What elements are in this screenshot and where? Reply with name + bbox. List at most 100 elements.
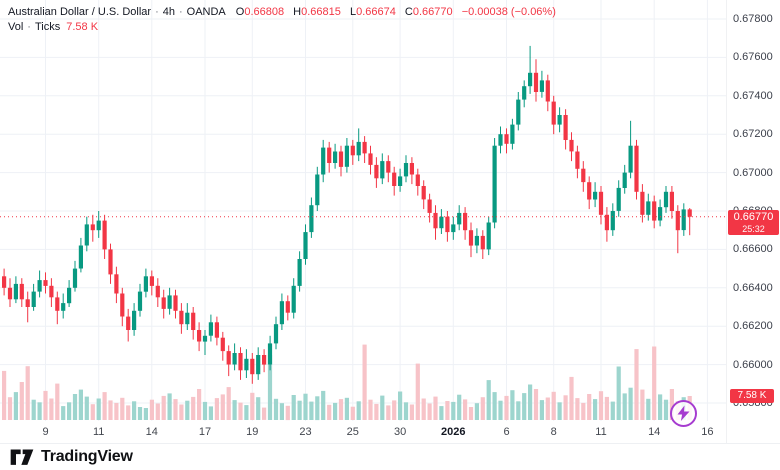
candle-body — [197, 330, 202, 342]
candle-body — [510, 124, 515, 144]
candle-body — [439, 216, 444, 229]
ohlc-values: O0.66808 H0.66815 L0.66674 C0.66770 −0.0… — [236, 5, 556, 20]
candle-body — [43, 280, 48, 286]
volume-bar — [244, 405, 249, 420]
candle-body — [161, 297, 166, 309]
candle-body — [78, 245, 83, 269]
candle-body — [132, 310, 137, 330]
volume-bar — [545, 397, 550, 420]
candle-body — [291, 285, 296, 313]
volume-source: Ticks — [34, 21, 61, 33]
interval-value[interactable]: 4h — [162, 6, 175, 18]
candle-body — [338, 151, 344, 167]
candle-body — [114, 274, 119, 294]
time-axis[interactable]: 9 11 14 17 19 23 25 30 2026 6 8 11 14 16 — [0, 421, 726, 443]
candle-body — [149, 276, 154, 286]
volume-bar — [120, 397, 125, 420]
candle-body — [179, 310, 184, 325]
exchange-name[interactable]: OANDA — [186, 6, 226, 18]
volume-bar — [19, 382, 24, 420]
tradingview-logo-icon[interactable] — [10, 448, 34, 467]
volume-bar — [55, 383, 60, 420]
volume-bar — [663, 399, 669, 420]
candle-body — [622, 172, 627, 188]
volume-bar — [480, 397, 485, 420]
volume-bar — [658, 394, 663, 420]
candle-body — [214, 322, 219, 338]
candle-body — [593, 191, 598, 200]
last-price-badge[interactable]: 0.66770 25:32 — [728, 209, 779, 235]
price-chart-canvas[interactable] — [0, 0, 726, 421]
candle-body — [687, 209, 692, 217]
volume-bar — [2, 370, 7, 420]
volume-bar — [214, 398, 219, 420]
lightning-button[interactable] — [670, 400, 697, 427]
candle-body — [628, 145, 633, 173]
symbol-name[interactable]: Australian Dollar / U.S. Dollar — [8, 6, 152, 18]
price-tick-label: 0.67200 — [733, 128, 773, 141]
volume-bar — [232, 400, 237, 420]
volume-bar — [604, 396, 609, 420]
time-tick-label: 8 — [550, 426, 557, 438]
price-axis[interactable]: 0.66770 25:32 7.58 K 0.67800 0.67600 0.674… — [726, 0, 780, 443]
tradingview-wordmark[interactable]: TradingView — [41, 448, 133, 465]
time-tick-label: 6 — [503, 426, 510, 438]
candle-body — [55, 297, 60, 311]
candle-body — [7, 287, 13, 300]
volume-bar — [238, 402, 243, 420]
price-tick-label: 0.67000 — [733, 166, 773, 179]
time-tick-label: 19 — [246, 426, 259, 438]
candle-body — [640, 191, 645, 215]
candle-body — [539, 80, 544, 92]
candle-body — [256, 355, 261, 375]
volume-bar — [315, 396, 320, 421]
volume-bar — [610, 401, 615, 420]
volume-bar — [398, 391, 403, 420]
candle-body — [238, 353, 243, 371]
volume-bar — [161, 395, 166, 420]
candle-body — [433, 212, 438, 229]
volume-bar — [539, 400, 544, 420]
volume-label[interactable]: Vol — [8, 21, 24, 33]
price-tick-label: 0.67400 — [733, 89, 773, 102]
volume-bar — [380, 395, 385, 420]
volume-bar — [516, 401, 521, 420]
candle-body — [374, 164, 379, 179]
separator: · — [155, 6, 159, 18]
volume-bar — [137, 407, 143, 420]
volume-bar — [13, 392, 18, 420]
volume-bar — [439, 406, 444, 420]
candle-body — [480, 235, 485, 250]
candle-body — [279, 301, 284, 325]
volume-bar — [409, 404, 414, 420]
candle-body — [61, 303, 66, 311]
candle-body — [681, 209, 686, 231]
candle-body — [409, 163, 414, 175]
time-tick-label: 9 — [42, 426, 49, 438]
time-tick-label: 23 — [299, 426, 312, 438]
volume-bar — [451, 401, 456, 420]
candle-body — [327, 147, 332, 163]
candle-body — [451, 224, 456, 233]
price-tick-label: 0.66400 — [733, 281, 773, 294]
volume-bar — [575, 398, 580, 420]
price-tick-label: 0.67800 — [733, 13, 773, 25]
volume-bar — [303, 393, 308, 420]
volume-bar — [474, 403, 479, 420]
candle-body — [522, 86, 527, 100]
candle-body — [557, 115, 562, 125]
candle-body — [445, 216, 450, 233]
candle-body — [90, 224, 95, 231]
candle-body — [492, 145, 497, 223]
symbol-legend: Australian Dollar / U.S. Dollar · 4h · O… — [8, 5, 556, 35]
volume-bar — [220, 394, 225, 420]
bar-countdown: 25:32 — [742, 223, 765, 234]
volume-bar — [392, 400, 397, 420]
volume-bar — [504, 395, 509, 420]
candle-body — [37, 280, 42, 292]
candle-body — [403, 163, 409, 177]
candle-body — [463, 212, 468, 231]
time-tick-label: 14 — [648, 426, 661, 438]
volume-bar — [457, 394, 462, 420]
